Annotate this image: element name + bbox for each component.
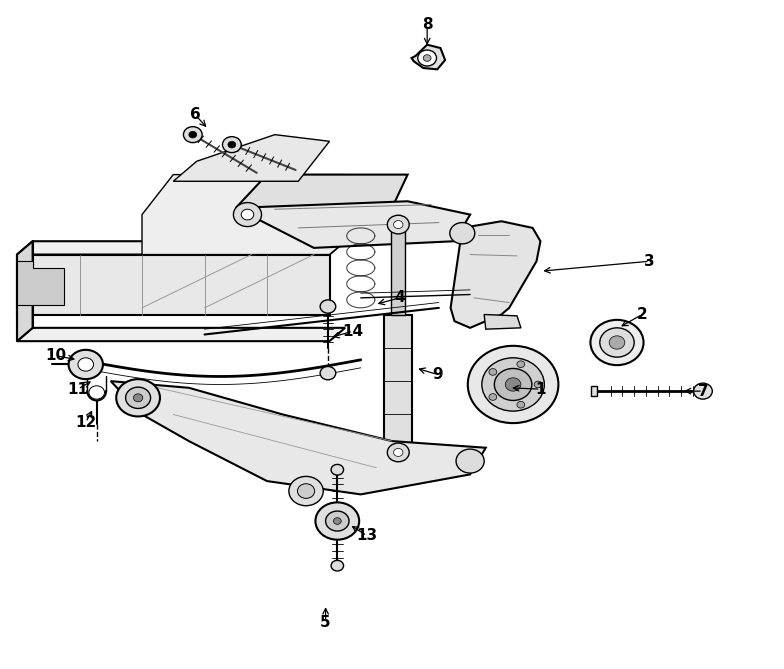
Polygon shape <box>485 314 521 329</box>
Circle shape <box>600 328 634 357</box>
Circle shape <box>423 55 431 62</box>
Polygon shape <box>142 175 392 254</box>
Circle shape <box>387 215 409 234</box>
Text: 14: 14 <box>343 324 364 339</box>
Polygon shape <box>17 254 329 314</box>
Polygon shape <box>17 261 64 304</box>
Circle shape <box>333 518 341 524</box>
Text: 11: 11 <box>67 381 89 397</box>
Circle shape <box>694 383 713 399</box>
Polygon shape <box>412 45 445 70</box>
Polygon shape <box>451 221 540 328</box>
Polygon shape <box>591 387 597 396</box>
Text: 8: 8 <box>422 17 433 32</box>
Circle shape <box>489 393 497 400</box>
Circle shape <box>394 221 403 229</box>
Circle shape <box>517 361 524 367</box>
Circle shape <box>534 381 542 388</box>
Circle shape <box>289 476 323 506</box>
Text: 1: 1 <box>535 381 546 397</box>
Circle shape <box>116 379 160 416</box>
Polygon shape <box>236 201 470 248</box>
Circle shape <box>505 378 521 391</box>
Polygon shape <box>391 228 405 314</box>
Text: 12: 12 <box>75 415 96 430</box>
Circle shape <box>125 387 151 409</box>
Circle shape <box>189 131 197 138</box>
Text: 2: 2 <box>637 307 648 322</box>
Text: 10: 10 <box>45 349 67 363</box>
Circle shape <box>482 358 544 411</box>
Circle shape <box>223 136 241 153</box>
Circle shape <box>315 502 359 540</box>
Circle shape <box>234 203 262 227</box>
Polygon shape <box>173 134 329 181</box>
Circle shape <box>456 449 485 473</box>
Polygon shape <box>17 328 345 341</box>
Text: 7: 7 <box>698 383 708 399</box>
Circle shape <box>331 561 343 571</box>
Circle shape <box>68 350 103 379</box>
Text: 9: 9 <box>432 367 443 382</box>
Circle shape <box>394 448 403 456</box>
Polygon shape <box>17 242 33 341</box>
Polygon shape <box>111 381 486 494</box>
Polygon shape <box>384 314 412 448</box>
Circle shape <box>325 511 349 531</box>
Polygon shape <box>17 242 345 254</box>
Circle shape <box>183 126 202 142</box>
Circle shape <box>89 386 104 399</box>
Circle shape <box>609 336 625 349</box>
Circle shape <box>320 367 336 380</box>
Circle shape <box>418 50 437 66</box>
Text: 3: 3 <box>644 254 655 269</box>
Circle shape <box>450 223 475 244</box>
Text: 4: 4 <box>394 290 405 305</box>
Circle shape <box>468 346 558 423</box>
Circle shape <box>133 394 143 402</box>
Circle shape <box>297 484 314 498</box>
Circle shape <box>228 141 236 148</box>
Polygon shape <box>236 175 408 208</box>
Circle shape <box>517 401 524 408</box>
Text: 13: 13 <box>357 529 378 543</box>
Circle shape <box>495 369 532 401</box>
Circle shape <box>320 300 336 313</box>
Text: 5: 5 <box>321 615 331 630</box>
Circle shape <box>387 443 409 462</box>
Circle shape <box>489 369 497 375</box>
Circle shape <box>78 358 93 371</box>
Circle shape <box>241 209 254 220</box>
Circle shape <box>331 464 343 475</box>
Text: 6: 6 <box>190 107 201 122</box>
Circle shape <box>590 320 644 365</box>
